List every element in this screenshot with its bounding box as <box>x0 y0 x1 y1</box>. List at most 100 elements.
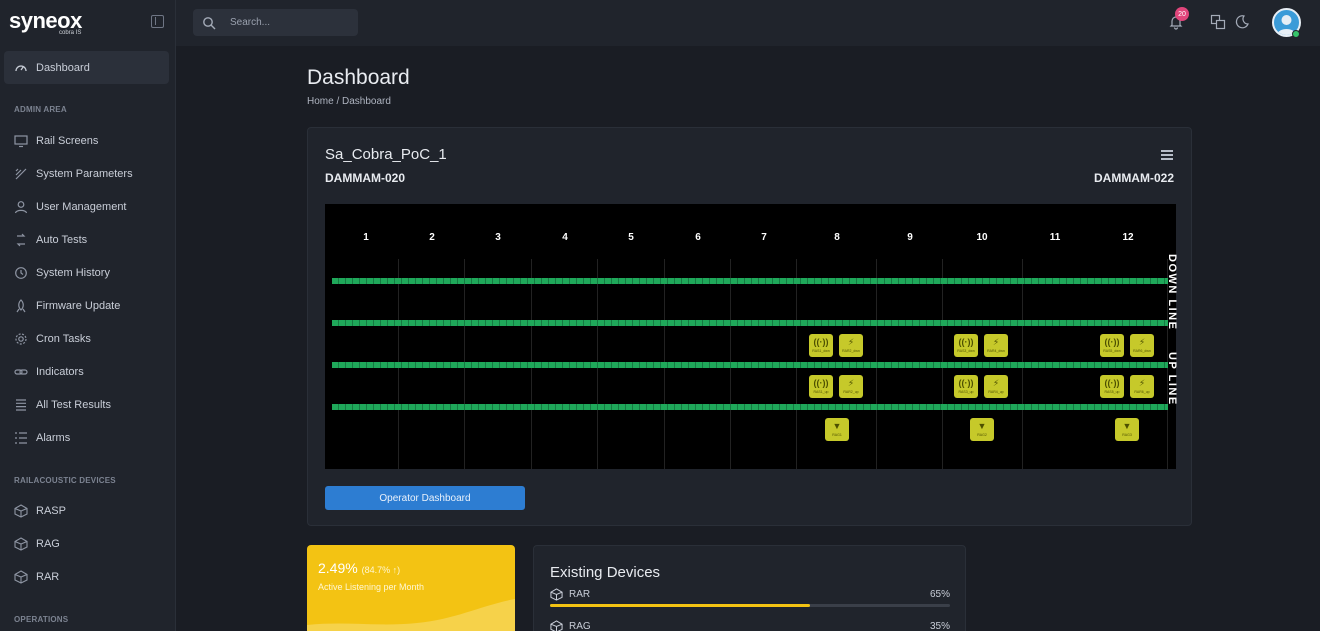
kpi-change: (84.7% ↑) <box>361 565 401 575</box>
sidebar-item-label: Cron Tasks <box>36 332 91 345</box>
rail-line <box>332 320 1168 326</box>
sensor-code: RAS1_dwn <box>812 349 830 353</box>
sidebar-item-rag[interactable]: RAG <box>4 527 169 560</box>
sidebar-item-dashboard[interactable]: Dashboard <box>4 51 169 84</box>
sensor-acoustic[interactable]: ((·)) RAS5_dwn <box>1100 334 1124 357</box>
sidebar-item-label: Rail Screens <box>36 134 99 147</box>
sensor-vibration[interactable]: ⚡ RAR2_up <box>839 375 863 398</box>
sensor-gateway[interactable]: ▼ RAG1 <box>825 418 849 441</box>
sensor-code: RAR4_dwn <box>987 349 1005 353</box>
history-icon <box>14 266 28 280</box>
sensor-acoustic[interactable]: ((·)) RAS5_up <box>1100 375 1124 398</box>
column-number: 10 <box>976 232 988 243</box>
collapse-sidebar-button[interactable] <box>151 15 164 28</box>
column-number: 11 <box>1049 232 1061 243</box>
operator-dashboard-button[interactable]: Operator Dashboard <box>325 486 525 510</box>
down-line-label: DOWN LINE <box>1166 254 1178 331</box>
sidebar-item-label: Dashboard <box>36 61 90 74</box>
vibration-icon: ⚡ <box>847 378 855 388</box>
monitor-icon <box>14 134 28 148</box>
breadcrumb[interactable]: Home / Dashboard <box>307 96 391 107</box>
search-icon <box>202 16 216 30</box>
sensor-vibration[interactable]: ⚡ RAR6_up <box>1130 375 1154 398</box>
sensor-code: RAG2 <box>977 433 987 437</box>
rail-schematic-card: Sa_Cobra_PoC_1 DAMMAM-020 DAMMAM-022 DOW… <box>307 127 1192 526</box>
sensor-gateway[interactable]: ▼ RAG3 <box>1115 418 1139 441</box>
section-railacoustic-devices: RAILACOUSTIC DEVICES <box>14 476 116 485</box>
translate-icon[interactable] <box>1210 14 1226 30</box>
rail-line <box>332 278 1168 284</box>
column-number: 4 <box>562 232 568 243</box>
rail-schematic: DOWN LINE UP LINE 1 2 3 4 5 6 7 8 9 10 11 12 ((·)) RA… <box>325 204 1178 469</box>
column-number: 3 <box>495 232 501 243</box>
cube-icon <box>550 620 563 631</box>
vibration-icon: ⚡ <box>1138 378 1146 388</box>
sidebar-item-indicators[interactable]: Indicators <box>4 355 169 388</box>
card-menu-icon[interactable] <box>1161 150 1173 160</box>
sidebar-item-label: RASP <box>36 504 66 517</box>
sensor-code: RAR6_dwn <box>1133 349 1151 353</box>
sensor-vibration[interactable]: ⚡ RAR6_dwn <box>1130 334 1154 357</box>
kpi-label: Active Listening per Month <box>318 582 425 592</box>
notification-badge: 20 <box>1175 7 1189 21</box>
sidebar-item-rar[interactable]: RAR <box>4 560 169 593</box>
sidebar-item-system-history[interactable]: System History <box>4 256 169 289</box>
kpi-value: 2.49% <box>318 560 358 576</box>
sensor-acoustic[interactable]: ((·)) RAS3_dwn <box>954 334 978 357</box>
sensor-vibration[interactable]: ⚡ RAR4_dwn <box>984 334 1008 357</box>
sensor-vibration[interactable]: ⚡ RAR2_dwn <box>839 334 863 357</box>
logo-subtitle: cobra IS <box>59 30 82 36</box>
device-name: RAR <box>569 589 591 600</box>
sensor-vibration[interactable]: ⚡ RAR4_up <box>984 375 1008 398</box>
sensor-gateway[interactable]: ▼ RAG2 <box>970 418 994 441</box>
sensor-code: RAS5_up <box>1104 390 1120 394</box>
device-percent: 65% <box>929 589 950 600</box>
gateway-icon: ▼ <box>1122 421 1132 431</box>
rail-line <box>332 362 1168 368</box>
column-number: 9 <box>907 232 913 243</box>
sidebar-item-label: RAG <box>36 537 60 550</box>
search-input[interactable] <box>230 17 350 28</box>
section-operations: OPERATIONS <box>14 615 69 624</box>
search-box[interactable] <box>193 9 358 36</box>
kpi-sparkline <box>307 599 515 631</box>
sidebar-item-cron-tasks[interactable]: Cron Tasks <box>4 322 169 355</box>
column-number: 1 <box>363 232 369 243</box>
vibration-icon: ⚡ <box>847 337 855 347</box>
gateway-icon: ▼ <box>832 421 842 431</box>
device-progress-fill <box>550 604 810 607</box>
sidebar-item-alarms[interactable]: Alarms <box>4 421 169 454</box>
station-left: DAMMAM-020 <box>325 171 406 185</box>
acoustic-icon: ((·)) <box>1104 378 1120 388</box>
sensor-code: RAG3 <box>1122 433 1132 437</box>
logo[interactable]: syneox cobra IS <box>9 8 82 36</box>
logo-text: syneox <box>9 8 82 33</box>
sidebar-item-label: User Management <box>36 200 127 213</box>
device-percent: 35% <box>929 621 950 631</box>
sidebar-item-firmware-update[interactable]: Firmware Update <box>4 289 169 322</box>
column-number: 8 <box>834 232 840 243</box>
acoustic-icon: ((·)) <box>958 378 974 388</box>
rocket-icon <box>14 298 28 313</box>
sidebar-item-rail-screens[interactable]: Rail Screens <box>4 124 169 157</box>
column-number: 12 <box>1122 232 1134 243</box>
sidebar-item-all-test-results[interactable]: All Test Results <box>4 388 169 421</box>
cube-icon <box>14 569 28 584</box>
column-number: 2 <box>429 232 435 243</box>
rail-line <box>332 404 1168 410</box>
sidebar-item-label: System Parameters <box>36 167 133 180</box>
sidebar-item-label: Firmware Update <box>36 299 121 312</box>
sensor-acoustic[interactable]: ((·)) RAS1_up <box>809 375 833 398</box>
sliders-icon <box>14 167 28 181</box>
sidebar-item-auto-tests[interactable]: Auto Tests <box>4 223 169 256</box>
sensor-acoustic[interactable]: ((·)) RAS3_up <box>954 375 978 398</box>
sidebar-item-system-parameters[interactable]: System Parameters <box>4 157 169 190</box>
sidebar-item-rasp[interactable]: RASP <box>4 494 169 527</box>
loop-icon <box>14 233 28 247</box>
sensor-acoustic[interactable]: ((·)) RAS1_dwn <box>809 334 833 357</box>
schematic-title: Sa_Cobra_PoC_1 <box>325 146 447 163</box>
page-title: Dashboard <box>307 66 410 89</box>
list-icon <box>14 398 28 412</box>
sidebar-item-user-management[interactable]: User Management <box>4 190 169 223</box>
moon-icon[interactable] <box>1234 14 1250 30</box>
